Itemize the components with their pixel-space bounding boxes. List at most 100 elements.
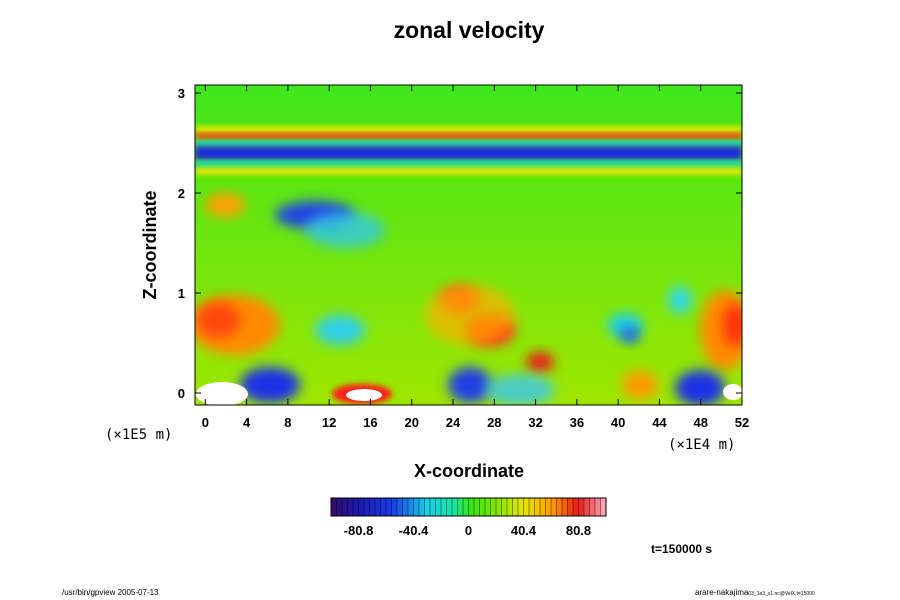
- colorbar-swatch: [342, 498, 348, 516]
- blob-blue-bottom-left: [240, 367, 300, 403]
- footer-left: /usr/bin/gpview 2005-07-13: [62, 588, 159, 597]
- colorbar-swatch: [331, 498, 337, 516]
- colorbar-swatch: [353, 498, 359, 516]
- footer-right-sub: 03_1e3_v1.nc@VelX,t=15000: [748, 591, 815, 597]
- blob-orange-bottom-right: [622, 371, 658, 399]
- colorbar-swatch: [402, 498, 409, 516]
- x-scale-note: (×1E4 m): [668, 437, 735, 453]
- colorbar-swatch: [358, 498, 365, 516]
- colorbar-tick-label: 0: [465, 523, 472, 538]
- colorbar-swatch: [386, 498, 392, 516]
- x-tick-label: 20: [405, 415, 419, 430]
- colorbar-swatch: [518, 498, 524, 516]
- colorbar-swatch: [540, 498, 546, 516]
- blob-orange-left-upper: [205, 193, 245, 217]
- band-yellow-top: [195, 126, 742, 134]
- colorbar-swatch: [551, 498, 557, 516]
- blob-blue-bottom-center: [448, 367, 492, 403]
- colorbar-swatch: [441, 498, 447, 516]
- colorbar-swatch: [490, 498, 497, 516]
- x-tick-label: 0: [202, 415, 209, 430]
- z-scale-note: (×1E5 m): [105, 427, 172, 443]
- colorbar-swatch: [512, 498, 519, 516]
- band-blue: [195, 146, 742, 160]
- colorbar-swatch: [523, 498, 530, 516]
- blob-red-right: [723, 303, 742, 347]
- colorbar-swatch: [424, 498, 431, 516]
- colorbar-swatch: [364, 498, 370, 516]
- colorbar-swatch: [369, 498, 376, 516]
- blob-cyan-bottom-center: [485, 374, 555, 405]
- colorbar-swatch: [375, 498, 381, 516]
- colorbar-frame: [330, 497, 607, 517]
- colorbar-swatch: [391, 498, 398, 516]
- x-tick-label: 24: [446, 415, 461, 430]
- blob-blue-center-right: [620, 327, 640, 343]
- heatmap-field: [195, 85, 742, 405]
- x-tick-label: 28: [487, 415, 501, 430]
- colorbar-swatch: [463, 498, 469, 516]
- colorbar-swatch: [336, 498, 343, 516]
- y-tick-label: 1: [178, 286, 185, 301]
- saturated-region-center: [346, 389, 382, 401]
- colorbar-ticks: -80.8 -40.4 0 40.4 80.8: [344, 523, 591, 538]
- band-yellow-low: [195, 168, 742, 176]
- band-green-low: [195, 176, 742, 182]
- colorbar-swatch: [545, 498, 552, 516]
- colorbar-swatch: [430, 498, 436, 516]
- colorbar-tick-label: 80.8: [566, 523, 591, 538]
- x-tick-label: 44: [652, 415, 667, 430]
- colorbar-swatch: [573, 498, 579, 516]
- colorbar-swatch: [600, 498, 607, 516]
- y-ticks: 0 1 2 3: [178, 86, 742, 401]
- colorbar-swatch: [457, 498, 464, 516]
- x-tick-label: 48: [693, 415, 707, 430]
- colorbar-swatch: [556, 498, 563, 516]
- colorbar-swatch: [529, 498, 535, 516]
- x-tick-label: 36: [570, 415, 584, 430]
- colorbar-swatch: [435, 498, 442, 516]
- colorbar-swatch: [501, 498, 508, 516]
- colorbar-swatch: [397, 498, 403, 516]
- colorbar-swatch: [584, 498, 590, 516]
- colorbar-swatch: [485, 498, 491, 516]
- chart-title: zonal velocity: [394, 17, 545, 43]
- y-tick-label: 2: [178, 186, 185, 201]
- x-tick-label: 32: [528, 415, 542, 430]
- x-tick-label: 16: [363, 415, 377, 430]
- colorbar-swatch: [562, 498, 568, 516]
- band-cyan: [195, 141, 742, 146]
- band-cyan-low: [195, 161, 742, 167]
- colorbar-tick-label: -40.4: [399, 523, 429, 538]
- colorbar-swatch: [496, 498, 502, 516]
- colorbar-swatch: [380, 498, 387, 516]
- colorbar-swatch: [474, 498, 480, 516]
- x-ticks: 0 4 8 12 16 20 24 28 32 36 40 44 48 52: [202, 85, 749, 430]
- footer-right-main: arare-nakajima: [695, 588, 749, 597]
- colorbar-swatch: [468, 498, 475, 516]
- y-tick-label: 0: [178, 386, 185, 401]
- colorbar: [330, 497, 607, 517]
- colorbar-swatch: [408, 498, 414, 516]
- time-label: t=150000 s: [651, 542, 712, 556]
- x-tick-label: 12: [322, 415, 336, 430]
- footer-right: arare-nakajima03_1e3_v1.nc@VelX,t=15000: [695, 588, 815, 597]
- y-axis-label: Z-coordinate: [140, 190, 160, 299]
- plot-frame: [194, 84, 743, 406]
- x-axis-label: X-coordinate: [414, 461, 524, 481]
- saturated-region-right: [723, 384, 742, 400]
- band-red: [195, 133, 742, 139]
- colorbar-swatch: [446, 498, 453, 516]
- blob-red-left: [196, 302, 240, 338]
- saturated-region-left: [196, 382, 248, 405]
- blob-red-center-c: [526, 352, 554, 372]
- colorbar-tick-label: -80.8: [344, 523, 374, 538]
- colorbar-swatch: [589, 498, 596, 516]
- blob-cyan-center-left: [315, 315, 365, 345]
- blob-cyan-right: [668, 286, 692, 314]
- colorbar-swatch: [413, 498, 420, 516]
- x-tick-label: 52: [735, 415, 749, 430]
- colorbar-swatch: [567, 498, 574, 516]
- colorbar-swatch: [479, 498, 486, 516]
